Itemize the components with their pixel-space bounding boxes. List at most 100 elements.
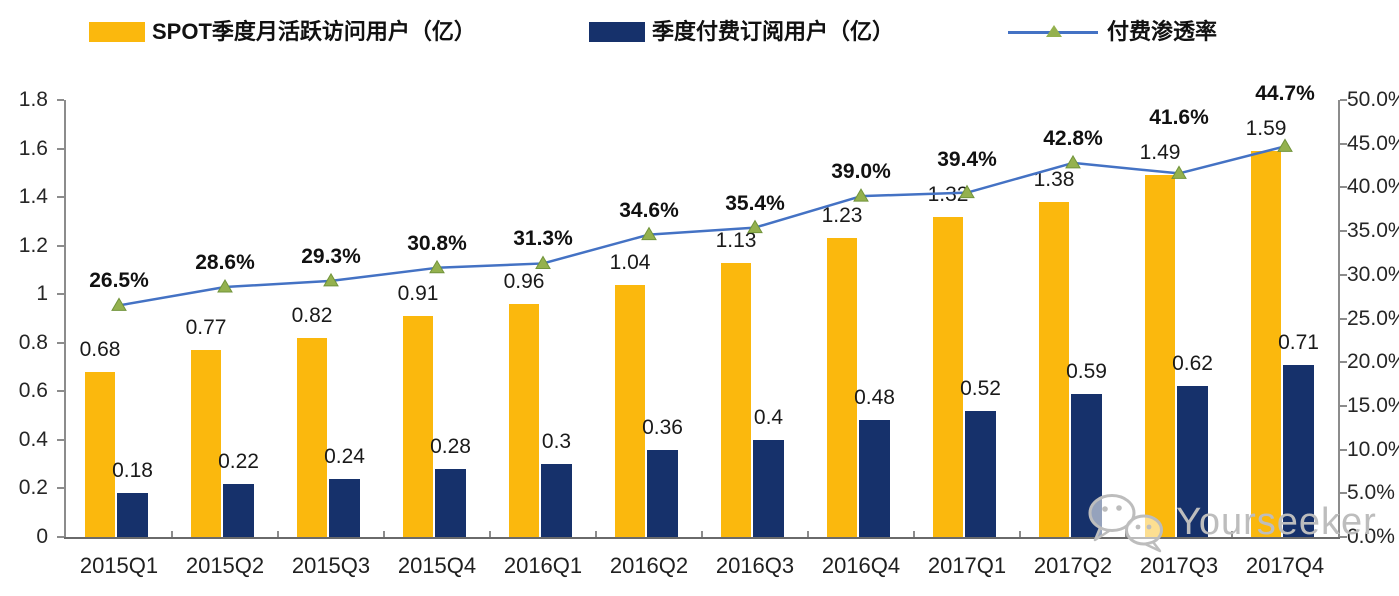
triangle-marker-icon (323, 272, 339, 287)
left-axis-tick (57, 487, 64, 490)
x-axis-tick (277, 531, 279, 537)
left-axis-tick (57, 99, 64, 101)
mau-value-label: 0.82 (291, 303, 333, 327)
mau-value-label: 0.68 (79, 337, 121, 361)
bar-subs (223, 483, 254, 537)
bar-subs (435, 469, 466, 537)
triangle-marker-icon (1065, 154, 1081, 169)
bar-mau (615, 284, 645, 537)
y-axis-label-right: 40.0% (1347, 175, 1399, 199)
watermark: Yourseeker (1082, 490, 1377, 554)
x-axis-line (64, 537, 1340, 539)
subs-value-label: 0.22 (218, 449, 259, 473)
right-axis-tick (1340, 273, 1347, 276)
right-axis-tick (1340, 186, 1347, 189)
mau-value-label: 1.59 (1245, 116, 1287, 140)
mau-value-label: 1.49 (1139, 141, 1181, 165)
x-axis-tick (595, 531, 597, 537)
penetration-legend-marker (1008, 18, 1098, 46)
y-axis-label-right: 5.0% (1347, 481, 1395, 505)
triangle-marker-icon (535, 255, 551, 269)
penetration-value-label: 34.6% (619, 198, 679, 222)
legend-item-mau: SPOT季度月活跃访问用户（亿） (89, 18, 476, 46)
left-axis-tick (57, 147, 64, 150)
mau-value-label: 1.13 (715, 228, 757, 252)
x-axis-tick (913, 531, 915, 537)
bar-mau (1145, 175, 1175, 537)
left-axis-tick (57, 244, 64, 247)
penetration-value-label: 30.8% (407, 231, 467, 255)
subs-value-label: 0.24 (324, 444, 365, 468)
subs-value-label: 0.71 (1278, 330, 1319, 354)
trend-line-path (118, 145, 1286, 307)
y-axis-label-left: 0.4 (18, 427, 48, 451)
triangle-marker-icon (429, 259, 445, 274)
mau-value-label: 1.38 (1033, 167, 1075, 191)
bar-mau (1251, 150, 1281, 537)
bar-subs (965, 410, 996, 537)
watermark-text: Yourseeker (1176, 501, 1377, 543)
mau-value-label: 1.04 (609, 250, 651, 274)
x-axis-category-label: 2016Q2 (609, 553, 689, 578)
penetration-value-label: 42.8% (1043, 126, 1103, 150)
legend-item-penetration: 付费渗透率 (1008, 18, 1217, 46)
y-axis-label-left: 1.8 (18, 88, 48, 111)
subs-legend-label: 季度付费订阅用户（亿） (652, 19, 895, 44)
penetration-value-label: 39.0% (831, 160, 891, 184)
x-axis-category-label: 2017Q2 (1033, 553, 1113, 578)
bar-mau (297, 337, 327, 537)
right-axis-line (1338, 100, 1340, 537)
bar-mau (1039, 201, 1069, 537)
penetration-value-label: 28.6% (195, 251, 255, 275)
y-axis-label-right: 15.0% (1347, 393, 1399, 417)
legend-item-subs: 季度付费订阅用户（亿） (589, 18, 894, 46)
bar-mau (933, 216, 963, 537)
right-axis-tick (1340, 404, 1347, 407)
x-axis-category-label: 2015Q3 (291, 553, 371, 578)
subs-value-label: 0.48 (854, 386, 895, 410)
x-axis-tick (171, 531, 173, 537)
penetration-value-label: 35.4% (725, 191, 785, 215)
y-axis-label-left: 0.8 (18, 330, 48, 354)
bar-subs (1177, 386, 1208, 537)
x-axis-tick (383, 531, 385, 537)
left-axis-tick (57, 293, 64, 296)
mau-legend-swatch (89, 22, 145, 42)
y-axis-label-right: 35.0% (1347, 219, 1399, 243)
left-axis-tick (57, 341, 64, 344)
right-axis-tick (1340, 492, 1347, 495)
mau-value-label: 0.77 (185, 316, 227, 340)
x-axis-category-label: 2016Q3 (715, 553, 795, 578)
mau-legend-label: SPOT季度月活跃访问用户（亿） (152, 19, 476, 44)
y-axis-label-right: 0.0% (1347, 525, 1395, 548)
y-axis-label-left: 1 (36, 282, 48, 306)
bar-subs (329, 478, 360, 537)
bar-subs (753, 439, 784, 537)
y-axis-label-left: 0.2 (18, 476, 48, 500)
y-axis-label-right: 30.0% (1347, 262, 1399, 286)
mau-value-label: 0.91 (397, 282, 439, 306)
right-axis-tick (1340, 99, 1347, 101)
triangle-marker-icon (1046, 25, 1062, 37)
x-axis-category-label: 2017Q4 (1245, 553, 1325, 578)
subs-legend-swatch (589, 22, 645, 42)
bar-mau (85, 371, 115, 537)
bar-subs (1283, 364, 1314, 537)
x-axis-category-label: 2015Q4 (397, 553, 477, 578)
penetration-legend-label: 付费渗透率 (1107, 19, 1218, 44)
bar-mau (721, 262, 751, 537)
right-axis-tick (1340, 536, 1347, 538)
x-axis-category-label: 2017Q1 (927, 553, 1007, 578)
subs-value-label: 0.36 (642, 415, 683, 439)
triangle-marker-icon (111, 297, 127, 311)
right-axis-tick (1340, 230, 1347, 233)
right-axis-tick (1340, 317, 1347, 320)
x-axis-category-label: 2017Q3 (1139, 553, 1219, 578)
subs-value-label: 0.28 (430, 435, 471, 459)
y-axis-label-right: 20.0% (1347, 350, 1399, 374)
left-axis-tick (57, 536, 64, 538)
subs-value-label: 0.18 (112, 459, 153, 483)
x-axis-category-label: 2015Q1 (79, 553, 159, 578)
right-axis-tick (1340, 448, 1347, 451)
bar-subs (859, 420, 890, 537)
